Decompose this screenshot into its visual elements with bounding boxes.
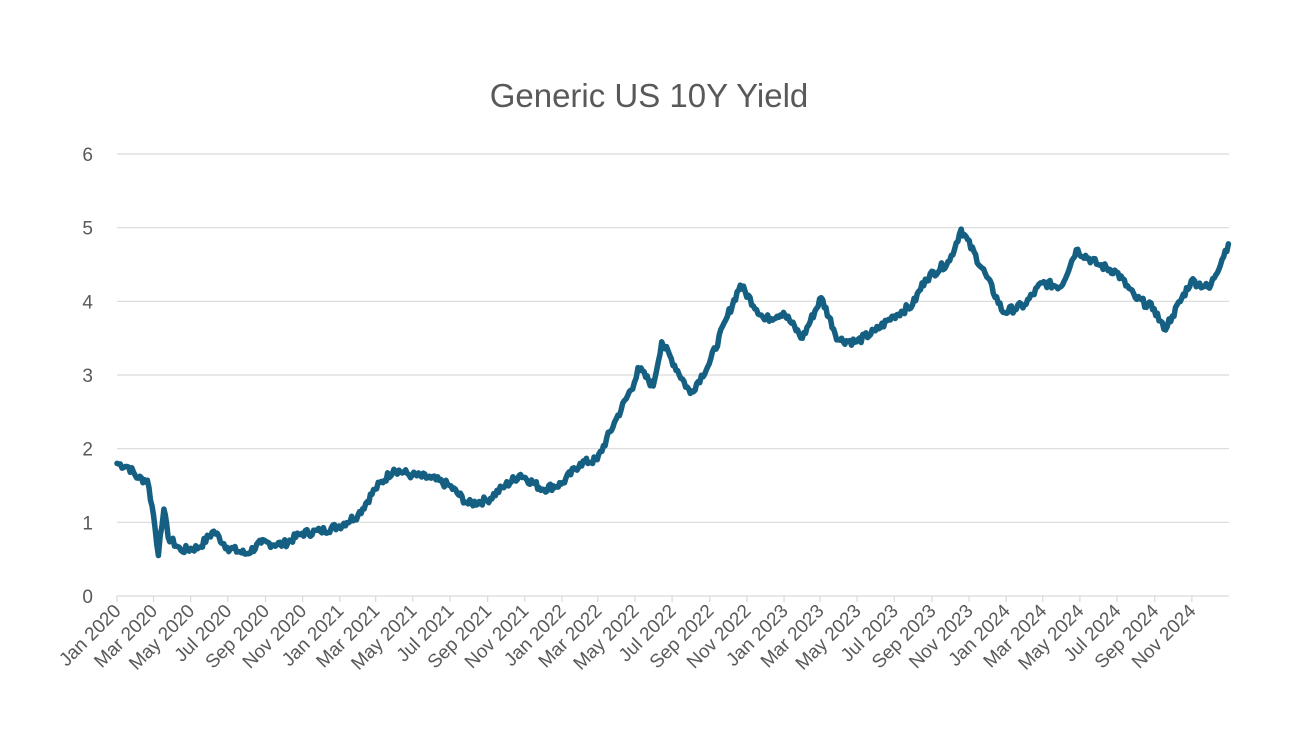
series-point bbox=[150, 512, 157, 518]
series-point bbox=[211, 528, 217, 534]
series-point bbox=[1095, 261, 1101, 268]
series-point bbox=[258, 540, 264, 546]
y-tick-label: 3 bbox=[82, 366, 93, 387]
series-point bbox=[594, 457, 600, 463]
series-group bbox=[114, 226, 1232, 559]
series-point bbox=[224, 544, 230, 551]
series-point bbox=[1188, 278, 1194, 284]
series-point bbox=[922, 276, 928, 282]
series-point bbox=[706, 361, 712, 367]
series-point bbox=[280, 541, 286, 548]
series-point bbox=[659, 339, 665, 345]
series-point bbox=[135, 475, 141, 481]
series-point bbox=[144, 477, 150, 483]
series-point bbox=[1073, 247, 1079, 253]
series-point bbox=[372, 486, 378, 492]
chart-title: Generic US 10Y Yield bbox=[490, 77, 809, 114]
series-point bbox=[724, 313, 731, 319]
series-point bbox=[891, 313, 897, 319]
series-point bbox=[165, 534, 171, 540]
series-point bbox=[517, 471, 524, 478]
series-point bbox=[446, 482, 452, 489]
series-point bbox=[355, 512, 361, 518]
series-point bbox=[984, 274, 990, 280]
series-point bbox=[1039, 280, 1045, 286]
series-point bbox=[631, 379, 638, 385]
series-point bbox=[161, 506, 167, 512]
series-point bbox=[577, 460, 583, 466]
series-point bbox=[178, 547, 184, 553]
series-point bbox=[613, 416, 619, 422]
series-point bbox=[737, 282, 743, 288]
series-point bbox=[835, 337, 841, 343]
series-point bbox=[650, 383, 656, 389]
series-point bbox=[909, 302, 916, 308]
series-point bbox=[157, 533, 163, 539]
gridlines bbox=[117, 153, 1229, 597]
series-point bbox=[1132, 295, 1138, 301]
series-point bbox=[1000, 309, 1006, 315]
series-point bbox=[799, 335, 805, 341]
series-point bbox=[299, 530, 305, 537]
series-point bbox=[762, 317, 768, 323]
y-tick-label: 2 bbox=[82, 440, 93, 461]
series-point bbox=[780, 309, 787, 315]
y-axis-ticks: 0 1 2 3 4 5 6 bbox=[82, 145, 93, 608]
series-line bbox=[114, 226, 1232, 559]
series-point bbox=[818, 295, 824, 301]
series-point bbox=[1169, 313, 1175, 319]
series-point bbox=[558, 481, 564, 487]
series-point bbox=[484, 497, 490, 503]
y-tick-label: 5 bbox=[82, 219, 93, 240]
series-point bbox=[409, 472, 415, 478]
series-point bbox=[243, 551, 249, 557]
series-point bbox=[635, 365, 641, 371]
series-point bbox=[1206, 285, 1213, 291]
series-point bbox=[1021, 302, 1028, 308]
y-tick-label: 0 bbox=[82, 587, 93, 608]
series-point bbox=[687, 390, 693, 396]
series-point bbox=[1113, 269, 1119, 275]
series-point bbox=[1161, 326, 1167, 332]
y-tick-label: 1 bbox=[82, 513, 93, 534]
series-point bbox=[126, 464, 132, 470]
series-point bbox=[114, 460, 120, 466]
series-point bbox=[336, 523, 342, 529]
y-tick-label: 4 bbox=[82, 292, 93, 313]
series-point bbox=[1225, 241, 1231, 247]
series-point bbox=[317, 528, 323, 534]
series-point bbox=[1151, 306, 1157, 312]
y-tick-label: 6 bbox=[82, 145, 93, 166]
series-point bbox=[872, 328, 879, 334]
series-point bbox=[853, 339, 860, 345]
series-point bbox=[539, 486, 546, 492]
series-point bbox=[947, 258, 953, 264]
series-point bbox=[465, 501, 471, 507]
series-point bbox=[428, 475, 434, 481]
series-point bbox=[1058, 284, 1064, 290]
series-point bbox=[391, 466, 397, 472]
series-point bbox=[196, 544, 202, 551]
series-point bbox=[958, 226, 964, 232]
series-point bbox=[502, 482, 508, 489]
series-point bbox=[155, 552, 161, 559]
